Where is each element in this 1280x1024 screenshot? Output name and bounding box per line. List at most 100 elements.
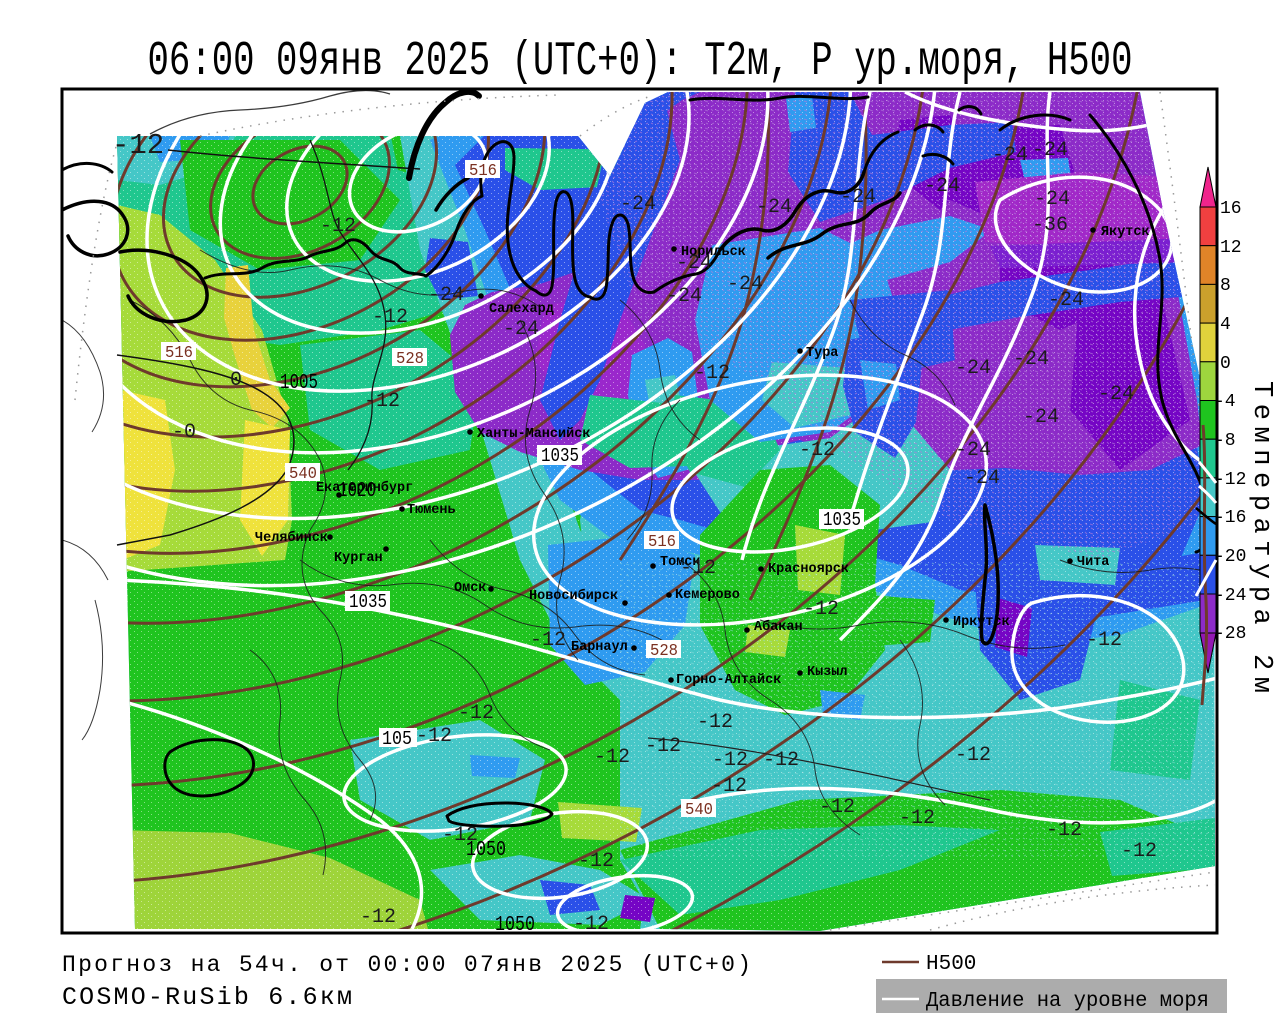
svg-text:-12: -12 xyxy=(1086,629,1122,652)
svg-text:H500: H500 xyxy=(926,953,976,976)
svg-text:-12: -12 xyxy=(364,390,400,413)
svg-text:Екатеринбург: Екатеринбург xyxy=(316,480,413,496)
svg-text:-12: -12 xyxy=(360,906,396,929)
svg-text:-12: -12 xyxy=(1121,840,1157,863)
svg-text:Якутск: Якутск xyxy=(1101,225,1150,240)
svg-text:-12: -12 xyxy=(955,744,991,767)
svg-text:Кемерово: Кемерово xyxy=(675,588,740,603)
svg-text:-12: -12 xyxy=(645,735,681,758)
svg-text:516: 516 xyxy=(648,533,676,552)
svg-text:-12: -12 xyxy=(763,749,799,772)
svg-text:-24: -24 xyxy=(1034,188,1070,211)
svg-text:-24: -24 xyxy=(1032,139,1068,162)
svg-text:Омск: Омск xyxy=(454,581,486,596)
svg-text:-12: -12 xyxy=(442,824,478,847)
svg-text:-24: -24 xyxy=(620,193,656,216)
svg-text:-12: -12 xyxy=(697,711,733,734)
svg-text:-12: -12 xyxy=(711,775,747,798)
svg-text:-12: -12 xyxy=(680,557,716,580)
svg-text:-24: -24 xyxy=(1013,348,1049,371)
svg-text:Абакан: Абакан xyxy=(754,619,803,635)
svg-text:-24: -24 xyxy=(1048,289,1084,312)
svg-text:-24: -24 xyxy=(727,273,763,296)
svg-text:-24: -24 xyxy=(756,196,792,219)
svg-text:Иркутск: Иркутск xyxy=(953,615,1010,630)
svg-text:06:00 09янв 2025 (UTC+0): Т2м,: 06:00 09янв 2025 (UTC+0): Т2м, Р ур.моря… xyxy=(148,35,1133,89)
svg-text:-24: -24 xyxy=(666,285,702,308)
svg-text:0: 0 xyxy=(230,369,242,392)
svg-text:Горно-Алтайск: Горно-Алтайск xyxy=(676,673,781,688)
svg-text:1050: 1050 xyxy=(466,839,506,862)
svg-text:-24: -24 xyxy=(1214,586,1246,606)
svg-text:Барнаул: Барнаул xyxy=(571,640,628,655)
svg-text:-12: -12 xyxy=(899,807,935,830)
svg-text:-12: -12 xyxy=(573,913,609,936)
svg-text:540: 540 xyxy=(289,465,317,484)
svg-text:-12: -12 xyxy=(712,749,748,772)
svg-text:-24: -24 xyxy=(992,144,1028,167)
svg-text:-12: -12 xyxy=(594,746,630,769)
svg-text:-12: -12 xyxy=(799,439,835,462)
svg-text:528: 528 xyxy=(396,350,424,369)
svg-text:-12: -12 xyxy=(694,362,730,385)
svg-text:Чита: Чита xyxy=(1077,555,1109,570)
svg-text:-24: -24 xyxy=(924,175,960,198)
svg-text:528: 528 xyxy=(650,642,678,661)
svg-text:-24: -24 xyxy=(1023,406,1059,429)
svg-text:-12: -12 xyxy=(458,702,494,725)
svg-text:0: 0 xyxy=(1220,354,1231,374)
svg-text:-36: -36 xyxy=(1032,214,1068,237)
svg-text:Томск: Томск xyxy=(660,555,701,570)
svg-text:-16: -16 xyxy=(1214,508,1246,528)
svg-text:1035: 1035 xyxy=(349,591,387,613)
svg-text:COSMO-RuSib 6.6км: COSMO-RuSib 6.6км xyxy=(62,983,352,1012)
svg-text:516: 516 xyxy=(165,344,193,363)
svg-text:1020: 1020 xyxy=(338,480,376,503)
svg-text:Тура: Тура xyxy=(806,346,838,361)
svg-text:-24: -24 xyxy=(503,318,539,341)
svg-text:-20: -20 xyxy=(1214,547,1246,567)
svg-text:-24: -24 xyxy=(955,439,991,462)
svg-text:Прогноз на 54ч. от 00:00 07янв: Прогноз на 54ч. от 00:00 07янв 2025 (UTC… xyxy=(62,952,751,978)
svg-text:1035: 1035 xyxy=(823,509,861,531)
svg-text:-8: -8 xyxy=(1214,431,1236,451)
svg-text:Тюмень: Тюмень xyxy=(407,503,456,518)
svg-text:12: 12 xyxy=(1220,238,1242,258)
svg-text:Салехард: Салехард xyxy=(489,302,554,317)
svg-text:-12: -12 xyxy=(416,725,452,748)
svg-text:-24: -24 xyxy=(964,467,1000,490)
svg-text:-12: -12 xyxy=(803,598,839,621)
svg-text:105: 105 xyxy=(382,728,412,750)
svg-text:-12: -12 xyxy=(1046,819,1082,842)
svg-text:Красноярск: Красноярск xyxy=(768,562,849,577)
svg-text:-0: -0 xyxy=(172,421,196,444)
svg-text:-12: -12 xyxy=(372,306,408,329)
svg-text:1035: 1035 xyxy=(541,445,579,467)
svg-text:-12: -12 xyxy=(530,629,566,652)
svg-text:Давление на уровне моря: Давление на уровне моря xyxy=(926,990,1209,1013)
svg-text:-12: -12 xyxy=(320,215,356,238)
svg-text:4: 4 xyxy=(1220,315,1231,335)
svg-text:-12: -12 xyxy=(112,129,164,162)
svg-text:-24: -24 xyxy=(955,357,991,380)
svg-text:Ханты-Мансийск: Ханты-Мансийск xyxy=(477,427,590,442)
svg-text:-4: -4 xyxy=(1214,392,1236,412)
svg-text:-28: -28 xyxy=(1214,624,1246,644)
svg-text:-12: -12 xyxy=(1214,470,1246,490)
svg-text:16: 16 xyxy=(1220,199,1242,219)
svg-text:-12: -12 xyxy=(819,796,855,819)
svg-text:Норильск: Норильск xyxy=(681,245,746,260)
svg-text:Кызыл: Кызыл xyxy=(807,665,848,680)
svg-text:540: 540 xyxy=(685,801,713,820)
svg-text:1050: 1050 xyxy=(495,914,535,937)
svg-text:-12: -12 xyxy=(578,850,614,873)
svg-text:-24: -24 xyxy=(1098,383,1134,406)
svg-text:Новосибирск: Новосибирск xyxy=(529,588,618,604)
svg-text:Челябинск: Челябинск xyxy=(255,530,328,546)
svg-text:Курган: Курган xyxy=(334,551,383,566)
svg-text:8: 8 xyxy=(1220,276,1231,296)
svg-text:-24: -24 xyxy=(840,186,876,209)
svg-text:516: 516 xyxy=(469,162,497,181)
svg-text:1005: 1005 xyxy=(280,372,318,395)
svg-text:-24: -24 xyxy=(428,284,464,307)
